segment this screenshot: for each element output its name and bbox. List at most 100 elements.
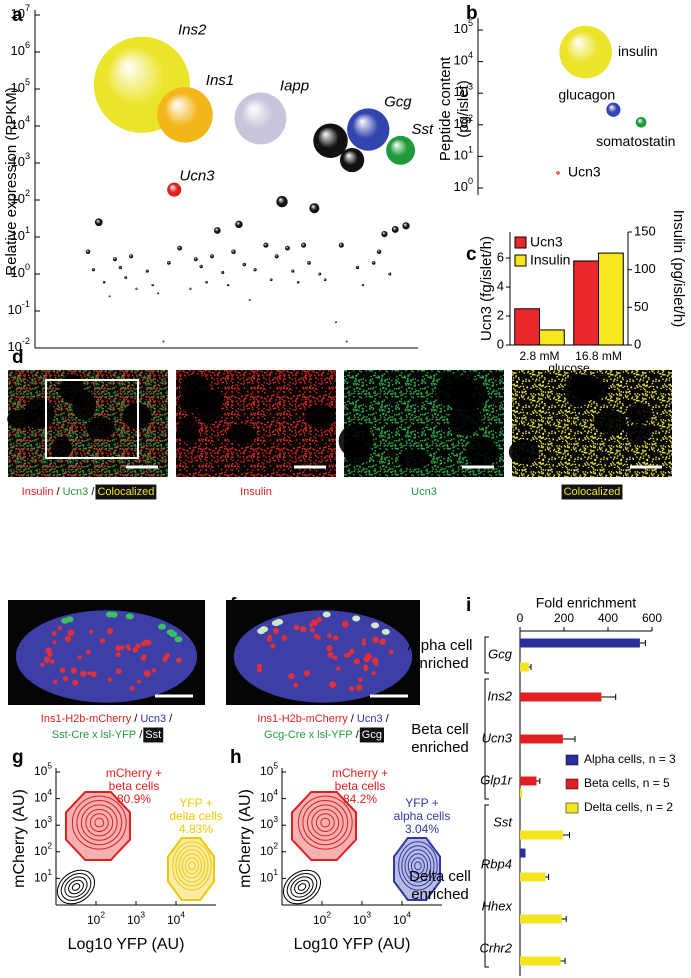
- tick-base: 10: [260, 871, 274, 885]
- x-tick-label: 0: [517, 611, 524, 625]
- caption-text: Ucn3: [411, 486, 437, 498]
- tick-label: 105: [34, 761, 52, 778]
- contour: [184, 857, 199, 875]
- panel-label: b: [466, 3, 478, 24]
- contour: [71, 795, 127, 850]
- bubble: [313, 123, 348, 158]
- bubble-label: insulin: [618, 43, 658, 59]
- x-tick-label: 2.8 mM: [519, 349, 559, 363]
- tick-base: 10: [353, 913, 367, 927]
- bubble: [291, 269, 295, 273]
- inset-box: [45, 379, 139, 459]
- bubble: [112, 257, 117, 262]
- category-label: Hhex: [482, 898, 513, 913]
- tick-label: 104: [453, 50, 473, 68]
- yfp-cell: [352, 615, 361, 622]
- tick-label: 103: [127, 910, 145, 927]
- cell-nucleus: [52, 640, 57, 645]
- tick-exponent: 6: [25, 41, 30, 51]
- nucleus: [564, 374, 592, 408]
- error-bar: [562, 832, 570, 838]
- cell-nucleus: [300, 626, 307, 633]
- y-axis-title: mCherry (AU): [237, 789, 254, 888]
- cell-nucleus: [162, 656, 168, 663]
- tick-label: 103: [10, 152, 30, 170]
- contour: [85, 808, 114, 837]
- y2-axis-title: Insulin (pg/islet/h): [670, 210, 687, 328]
- contour: [89, 813, 109, 832]
- cell-nucleus: [349, 648, 355, 654]
- cell-nucleus: [50, 659, 55, 664]
- bubble: [157, 87, 213, 143]
- error-bar: [560, 958, 566, 964]
- bubble: [606, 102, 621, 117]
- legend-swatch: [514, 254, 527, 267]
- contour: [315, 813, 335, 832]
- contour: [56, 869, 96, 905]
- gate-label: 4.83%: [179, 822, 213, 836]
- nucleus: [435, 374, 474, 407]
- group-label: enriched: [411, 886, 469, 903]
- panel-label: d: [12, 347, 24, 368]
- tick-label: 104: [34, 787, 52, 804]
- cell-nucleus: [363, 666, 369, 672]
- cell-nucleus: [303, 670, 311, 677]
- cell-nucleus: [126, 646, 132, 651]
- x-tick-label: 600: [642, 611, 662, 625]
- caption: Ins1-H2b-mCherry / Ucn3 /: [41, 713, 173, 725]
- tick-label: 107: [10, 4, 30, 22]
- cell-nucleus: [137, 679, 142, 684]
- tick-exponent: 1: [273, 867, 278, 877]
- tick-label: 102: [260, 841, 278, 858]
- contour: [64, 876, 88, 898]
- contour: [404, 849, 432, 883]
- cell-nucleus: [70, 667, 77, 674]
- group-bracket: [484, 636, 489, 674]
- bubble: [559, 25, 613, 79]
- bubble: [309, 203, 320, 214]
- y-tick-label: 6: [497, 250, 504, 265]
- category-label: Sst: [493, 814, 513, 829]
- panel-label: i: [466, 595, 471, 616]
- nucleus: [344, 439, 368, 466]
- y-tick-label: 0: [497, 336, 504, 351]
- contour: [297, 795, 353, 850]
- cell-nucleus: [357, 677, 363, 683]
- gate-label: 3.04%: [405, 822, 439, 836]
- bubble-label: Ins1: [206, 72, 234, 89]
- bubble: [124, 276, 128, 279]
- tick-exponent: 3: [47, 814, 52, 824]
- tick-base: 10: [167, 913, 181, 927]
- tick-exponent: 5: [273, 761, 278, 771]
- bubble: [162, 340, 165, 343]
- cell-nucleus: [77, 655, 82, 660]
- bubble: [199, 264, 203, 269]
- legend-label: Beta cells, n = 5: [584, 776, 670, 790]
- islet: [15, 610, 198, 703]
- y-axis-title: Peptide content: [437, 56, 454, 161]
- caption-box: [143, 727, 164, 743]
- cell-nucleus: [374, 661, 379, 667]
- tick-exponent: 7: [25, 4, 30, 14]
- error-bar: [601, 694, 617, 700]
- bubble: [345, 340, 348, 343]
- legend-label: Insulin: [530, 252, 570, 268]
- bubble: [388, 272, 392, 276]
- bubble: [556, 171, 560, 175]
- nucleus: [398, 449, 431, 469]
- tick-base: 10: [10, 154, 24, 169]
- caption-text: Ins1-H2b-mCherry: [41, 713, 132, 725]
- tick-base: 10: [34, 871, 48, 885]
- nucleus: [51, 437, 72, 459]
- contour: [294, 879, 310, 895]
- cell-nucleus: [341, 620, 349, 628]
- yfp-cell: [322, 611, 331, 618]
- category-label: Ucn3: [482, 730, 513, 745]
- error-bar: [528, 664, 532, 670]
- tick-exponent: 4: [180, 910, 185, 920]
- cell-nucleus: [379, 638, 386, 645]
- tick-label: 101: [34, 867, 52, 884]
- yfp-cell: [271, 620, 280, 627]
- bubble: [274, 254, 279, 259]
- bar: [573, 260, 599, 346]
